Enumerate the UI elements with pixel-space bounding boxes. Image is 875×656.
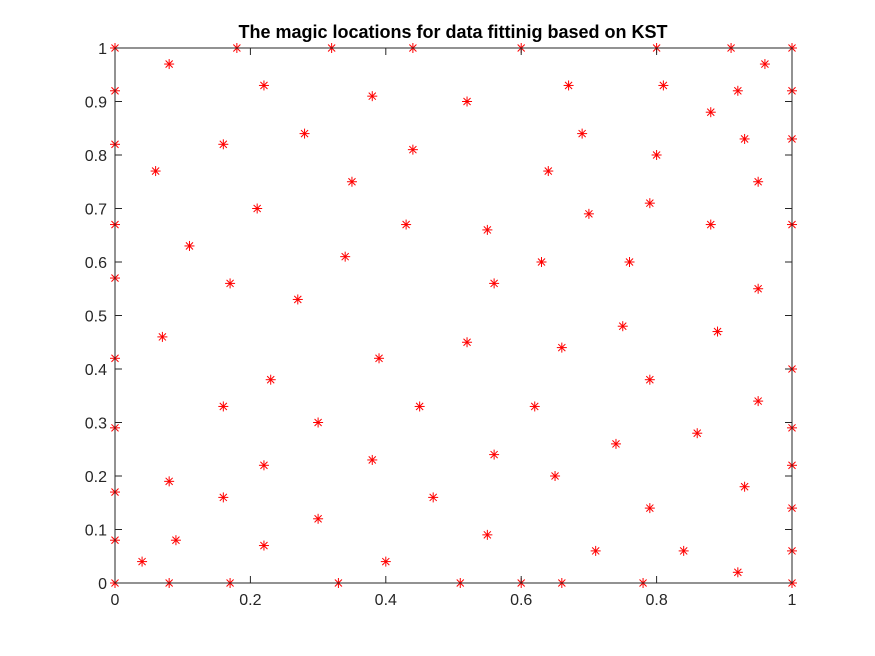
data-point [313,417,324,428]
axes: 0 0.2 0.4 0.6 0.8 1 0 0.1 0.2 0.3 0.4 0.5 0.6 0.7 0.8 0… [85,41,797,609]
x-tick-label: 0 [111,592,120,609]
x-tick-label: 0.2 [239,592,261,609]
data-point [265,374,276,385]
data-point [184,240,195,251]
data-point [644,374,655,385]
data-point [692,428,703,439]
data-point [610,438,621,449]
data-point [462,337,473,348]
data-point [529,401,540,412]
data-point [414,401,425,412]
data-point [590,545,601,556]
data-point [712,326,723,337]
data-point [732,567,743,578]
data-point [705,219,716,230]
chart-title: The magic locations for data fittinig ba… [238,22,667,42]
y-tick-label: 0.4 [85,362,107,379]
data-point [489,278,500,289]
data-point [157,331,168,342]
data-point [651,150,662,160]
data-point [563,80,574,91]
data-point [258,540,269,551]
data-point [252,203,263,214]
data-point [624,257,635,267]
x-tick-label: 0.6 [510,592,532,609]
y-tick-label: 0.1 [85,523,107,540]
data-point [225,278,236,289]
data-point [258,80,269,91]
data-point [759,59,770,70]
data-point [583,208,594,219]
data-point [753,396,764,407]
data-point [380,556,391,567]
y-tick-label: 0.5 [85,309,107,326]
data-point [753,176,764,187]
data-point [462,96,473,107]
data-point [617,321,628,332]
data-point [367,454,378,465]
data-point [543,166,554,177]
data-point [313,513,324,524]
y-tick-label: 0.9 [85,95,107,112]
data-point [550,471,561,481]
data-point [407,144,418,155]
data-points [110,43,797,588]
data-point [753,283,764,294]
data-point [536,257,547,267]
data-point [340,251,351,262]
y-tick-label: 0 [98,576,107,593]
data-point [374,353,385,364]
y-tick-label: 0.3 [85,416,107,433]
data-point [292,294,303,305]
data-point [164,476,175,487]
data-point [367,91,378,102]
y-tick-label: 0.8 [85,148,107,165]
data-point [218,492,229,503]
data-point [164,59,175,70]
y-tick-label: 1 [98,41,107,58]
data-point [732,85,743,96]
data-point [644,198,655,209]
data-point [299,128,310,139]
data-point [346,176,357,187]
data-point [482,529,493,540]
data-point [218,401,229,412]
data-point [705,107,716,118]
data-point [556,342,567,353]
data-point [428,492,439,503]
plot-area [115,48,792,583]
data-point [482,224,493,235]
data-point [258,460,269,471]
data-point [739,481,750,492]
data-point [577,128,588,139]
data-point [678,545,689,556]
data-point [401,219,412,230]
y-tick-label: 0.2 [85,469,107,486]
x-tick-label: 0.4 [375,592,397,609]
x-tick-label: 0.8 [645,592,667,609]
data-point [658,80,669,91]
y-tick-label: 0.6 [85,255,107,272]
x-tick-label: 1 [788,592,797,609]
y-tick-label: 0.7 [85,202,107,219]
data-point [218,139,229,150]
data-point [137,556,148,567]
data-point [489,449,500,460]
data-point [170,535,181,546]
data-point [644,503,655,514]
data-point [150,166,161,177]
data-point [739,133,750,144]
